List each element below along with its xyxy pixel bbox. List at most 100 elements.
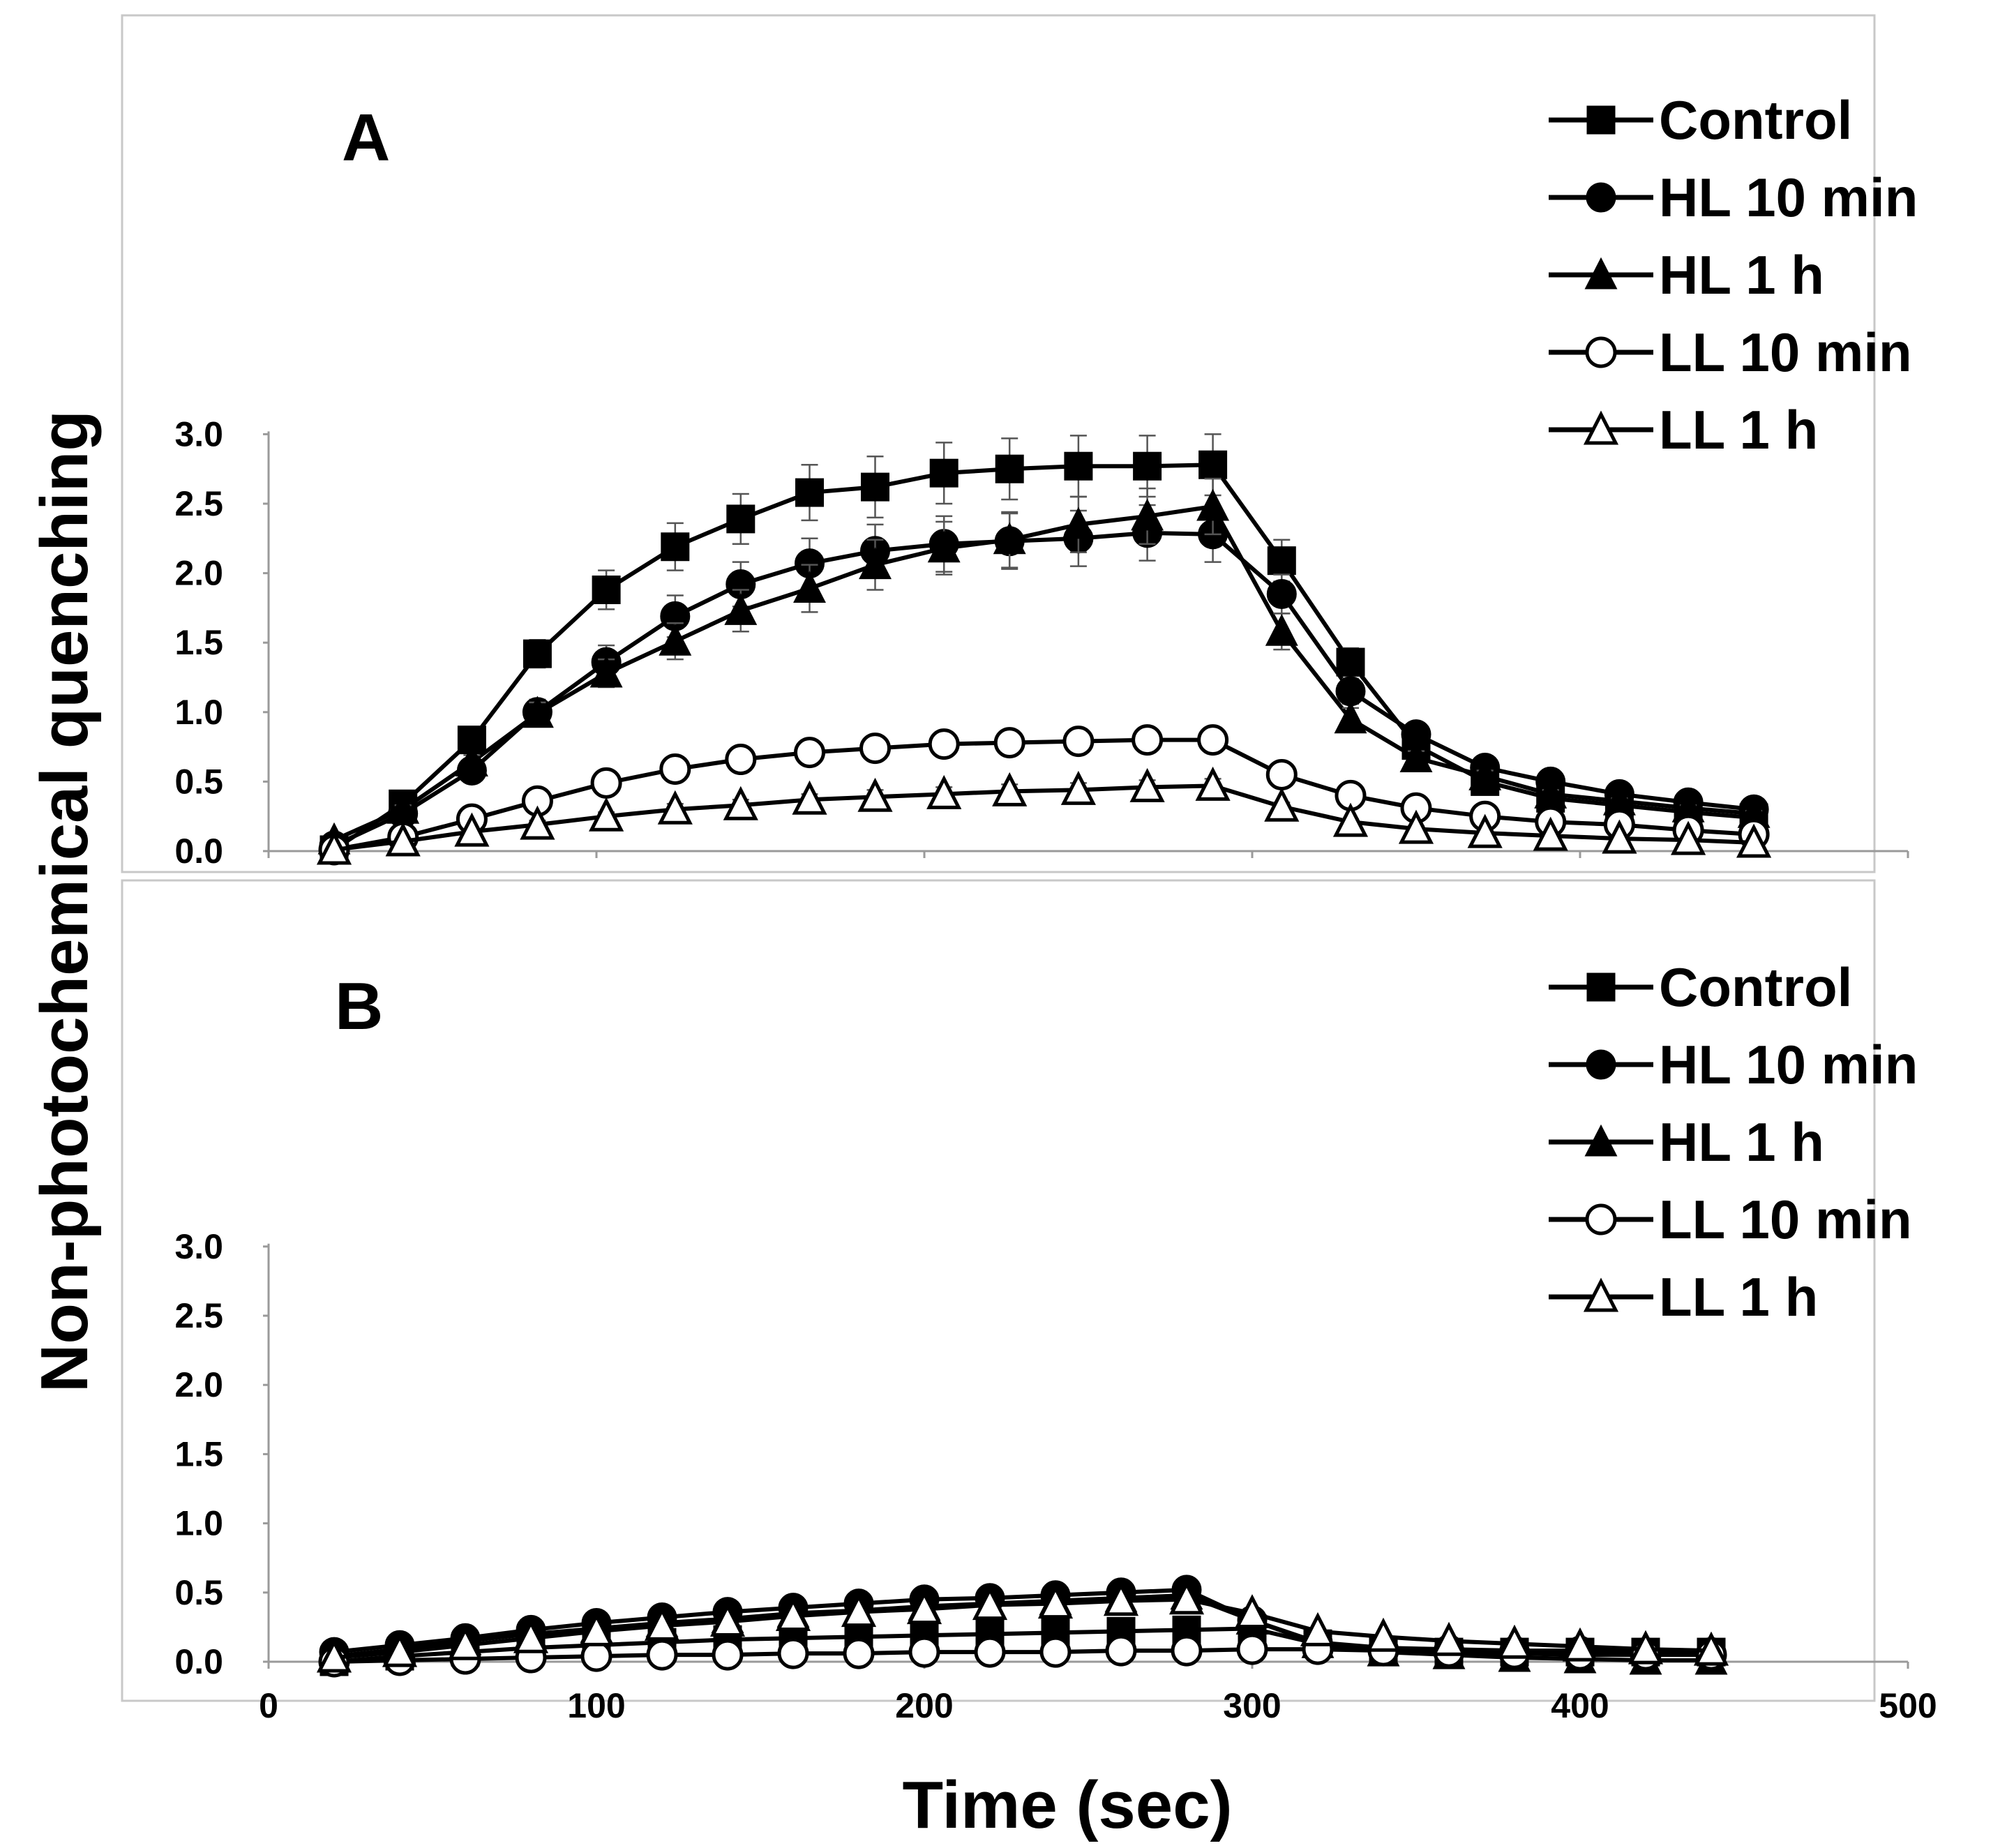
legend-label: LL 10 min xyxy=(1659,1189,1912,1250)
data-point xyxy=(316,830,352,865)
series-line xyxy=(333,1587,1711,1655)
data-point xyxy=(906,1590,942,1625)
legend-item: LL 10 min xyxy=(1549,1189,1912,1250)
data-point xyxy=(1562,1627,1598,1662)
series-hl-1-h xyxy=(317,477,1771,855)
data-point xyxy=(777,1637,809,1669)
data-point xyxy=(1265,613,1298,646)
legend-marker xyxy=(1584,1124,1618,1157)
data-point xyxy=(520,805,555,840)
data-point xyxy=(1197,724,1229,756)
data-point xyxy=(1399,740,1433,773)
legend-marker xyxy=(1586,972,1616,1002)
data-point xyxy=(1060,770,1096,805)
panel-a: 0.0 0.5 1.0 1.5 2.0 2.5 3.0 A Control HL 10 min HL… xyxy=(121,14,1918,873)
data-point xyxy=(644,1606,680,1641)
data-point xyxy=(792,780,827,815)
data-point xyxy=(1265,758,1298,790)
y-tick-label: 1.5 xyxy=(174,623,223,662)
data-point xyxy=(929,458,959,488)
data-point xyxy=(927,530,961,563)
legend-label: Control xyxy=(1659,956,1852,1018)
data-point xyxy=(1300,1612,1336,1646)
legend-label: HL 1 h xyxy=(1659,244,1824,306)
data-point xyxy=(657,790,693,825)
data-point xyxy=(1131,498,1164,531)
data-point xyxy=(1335,676,1366,707)
data-point xyxy=(1062,506,1095,539)
data-point xyxy=(775,1597,811,1632)
data-point xyxy=(1332,802,1369,837)
series-ll-1-h xyxy=(316,766,1772,865)
panel-b: 0.0 0.5 1.0 1.5 2.0 2.5 3.0 0 100 200 300 400 500 B Co… xyxy=(121,879,1937,1725)
data-point xyxy=(1468,758,1502,790)
legend-label: HL 10 min xyxy=(1659,1034,1918,1095)
data-point xyxy=(795,478,824,507)
data-point xyxy=(1129,767,1165,802)
data-point xyxy=(992,772,1028,806)
legend-item: LL 1 h xyxy=(1549,399,1818,460)
data-point xyxy=(590,767,622,799)
y-tick-label: 0.5 xyxy=(174,1573,223,1612)
panel-frame xyxy=(121,879,1876,1702)
panel-frame xyxy=(121,14,1876,873)
legend-item: HL 10 min xyxy=(1549,167,1918,228)
data-point xyxy=(794,737,825,769)
data-point xyxy=(454,812,490,847)
data-point xyxy=(1533,816,1568,851)
legend-label: HL 1 h xyxy=(1659,1111,1824,1173)
legend-label: HL 10 min xyxy=(1659,167,1918,228)
data-point xyxy=(841,1593,877,1628)
data-point xyxy=(659,753,691,785)
data-point xyxy=(659,623,692,656)
data-point xyxy=(1195,766,1231,801)
y-tick-label: 0.5 xyxy=(174,762,223,801)
series-line xyxy=(333,463,1754,852)
y-tick-label: 1.5 xyxy=(174,1434,223,1473)
data-point xyxy=(1365,1617,1401,1652)
legend-marker xyxy=(1586,1049,1616,1080)
y-tick-label: 1.0 xyxy=(174,693,223,732)
data-point xyxy=(385,822,421,857)
legend: Control HL 10 min HL 1 h LL 10 min LL 1 h xyxy=(1549,956,1918,1328)
data-point xyxy=(725,744,757,776)
y-tick-label: 2.0 xyxy=(174,554,223,593)
data-point xyxy=(447,1625,483,1660)
data-point xyxy=(793,571,826,603)
legend-label: LL 10 min xyxy=(1659,322,1912,383)
y-tick-label: 3.0 xyxy=(174,414,223,453)
data-point xyxy=(592,576,621,605)
data-point xyxy=(1105,1635,1137,1667)
y-tick-label: 3.0 xyxy=(174,1227,223,1266)
data-point xyxy=(709,1602,746,1637)
data-point xyxy=(1628,1630,1664,1665)
data-point xyxy=(993,727,1025,759)
data-point xyxy=(1196,488,1230,521)
y-tick-label: 0.0 xyxy=(174,1642,223,1681)
data-point xyxy=(1236,1633,1268,1665)
series-line xyxy=(333,504,1754,842)
y-tick-label: 1.0 xyxy=(174,1504,223,1543)
y-tick-label: 2.0 xyxy=(174,1365,223,1404)
data-point xyxy=(513,1618,549,1653)
data-point xyxy=(1168,1580,1205,1615)
data-point xyxy=(589,655,623,688)
data-point xyxy=(1062,726,1095,758)
data-point xyxy=(589,797,624,832)
x-tick-label: 400 xyxy=(1551,1686,1609,1725)
data-point xyxy=(1039,1636,1072,1668)
data-point xyxy=(1496,1624,1533,1659)
data-point xyxy=(1171,1635,1203,1667)
data-point xyxy=(1234,1594,1270,1629)
x-tick-label: 300 xyxy=(1223,1686,1281,1725)
y-tick-label: 2.5 xyxy=(174,484,223,523)
legend-marker xyxy=(1583,410,1619,445)
data-point xyxy=(1133,451,1162,481)
data-point xyxy=(1267,546,1296,576)
legend-marker xyxy=(1586,105,1616,135)
data-point xyxy=(712,1639,744,1671)
legend-marker xyxy=(1584,257,1618,290)
series-ll-1-h xyxy=(316,1580,1729,1673)
